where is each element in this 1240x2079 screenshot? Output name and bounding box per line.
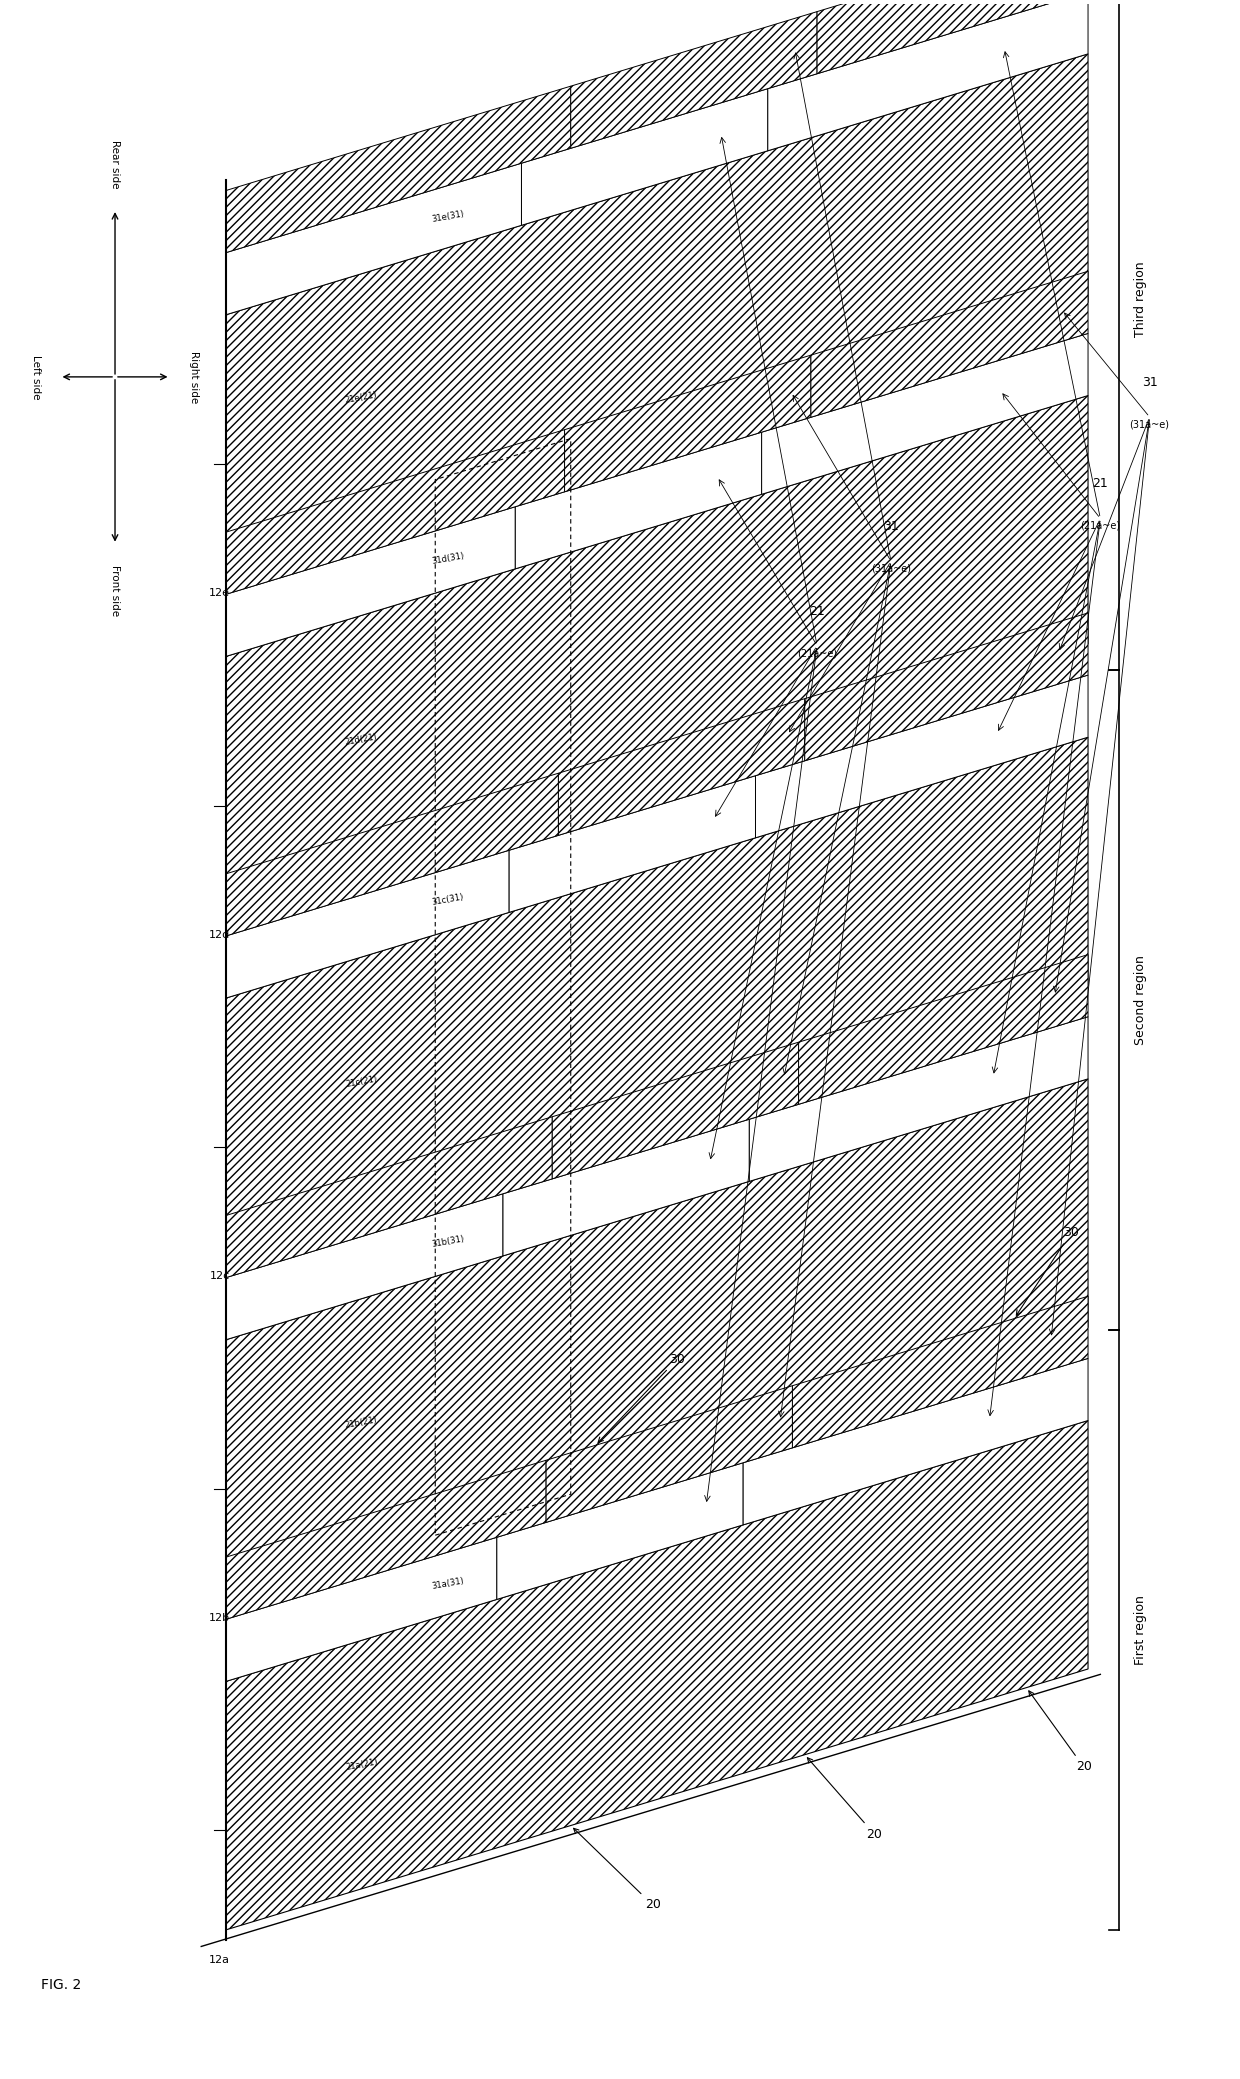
Polygon shape: [755, 676, 1087, 838]
Text: First region: First region: [1133, 1595, 1147, 1665]
Text: 21b(21): 21b(21): [345, 1416, 378, 1430]
Polygon shape: [226, 1116, 552, 1279]
Polygon shape: [226, 1079, 1087, 1588]
Text: (21a~e): (21a~e): [1080, 522, 1121, 530]
Polygon shape: [226, 850, 510, 998]
Text: 12d: 12d: [210, 929, 231, 940]
Polygon shape: [743, 1358, 1087, 1524]
Polygon shape: [799, 954, 1087, 1104]
Polygon shape: [768, 0, 1087, 152]
Text: Left side: Left side: [31, 356, 41, 399]
Text: (31a~e): (31a~e): [870, 563, 911, 574]
Text: 21a(21): 21a(21): [345, 1757, 378, 1771]
Text: Right side: Right side: [188, 351, 198, 403]
Polygon shape: [570, 12, 817, 148]
Text: Front side: Front side: [110, 565, 120, 617]
Text: 31c(31): 31c(31): [430, 892, 464, 906]
Polygon shape: [226, 738, 1087, 1247]
Polygon shape: [805, 613, 1087, 761]
Polygon shape: [226, 1193, 503, 1339]
Polygon shape: [226, 1459, 546, 1620]
Polygon shape: [226, 1420, 1087, 1929]
Polygon shape: [226, 773, 558, 936]
Polygon shape: [497, 1464, 743, 1599]
Text: 31: 31: [1142, 376, 1157, 389]
Text: (21a~e): (21a~e): [797, 649, 837, 659]
Text: 12c: 12c: [210, 1272, 229, 1281]
Polygon shape: [792, 1297, 1087, 1447]
Text: 21: 21: [810, 605, 825, 617]
Text: 30: 30: [1017, 1227, 1079, 1316]
Polygon shape: [226, 162, 522, 314]
Text: 12b: 12b: [210, 1613, 231, 1624]
Text: 31b(31): 31b(31): [430, 1235, 465, 1249]
Polygon shape: [510, 775, 755, 913]
Polygon shape: [522, 89, 768, 225]
Polygon shape: [226, 430, 564, 595]
Text: Rear side: Rear side: [110, 139, 120, 189]
Text: 20: 20: [574, 1827, 661, 1911]
Polygon shape: [558, 699, 805, 836]
Polygon shape: [749, 1017, 1087, 1181]
Text: 31d(31): 31d(31): [430, 551, 465, 565]
Polygon shape: [546, 1387, 792, 1522]
Text: 20: 20: [807, 1757, 882, 1840]
Polygon shape: [226, 1536, 497, 1682]
Text: 21: 21: [1092, 478, 1109, 491]
Polygon shape: [226, 507, 516, 657]
Text: 21c(21): 21c(21): [345, 1075, 378, 1089]
Text: 31a(31): 31a(31): [430, 1576, 465, 1590]
Text: 20: 20: [1029, 1690, 1091, 1773]
Polygon shape: [226, 54, 1087, 563]
Polygon shape: [552, 1042, 799, 1179]
Text: FIG. 2: FIG. 2: [41, 1977, 82, 1992]
Text: 31: 31: [883, 520, 899, 532]
Polygon shape: [226, 85, 570, 254]
Text: (31a~e): (31a~e): [1130, 420, 1169, 430]
Polygon shape: [761, 333, 1087, 495]
Text: Second region: Second region: [1133, 954, 1147, 1046]
Text: 31e(31): 31e(31): [430, 210, 465, 225]
Text: 12a: 12a: [210, 1954, 231, 1965]
Text: Third region: Third region: [1133, 262, 1147, 337]
Text: 30: 30: [598, 1353, 686, 1443]
Text: 12e: 12e: [210, 588, 231, 599]
Polygon shape: [226, 395, 1087, 904]
Polygon shape: [817, 0, 1087, 73]
Polygon shape: [564, 356, 811, 493]
Text: 21e(21): 21e(21): [345, 391, 378, 405]
Polygon shape: [811, 270, 1087, 418]
Text: 21d(21): 21d(21): [345, 732, 378, 746]
Polygon shape: [503, 1119, 749, 1256]
Polygon shape: [516, 432, 761, 570]
